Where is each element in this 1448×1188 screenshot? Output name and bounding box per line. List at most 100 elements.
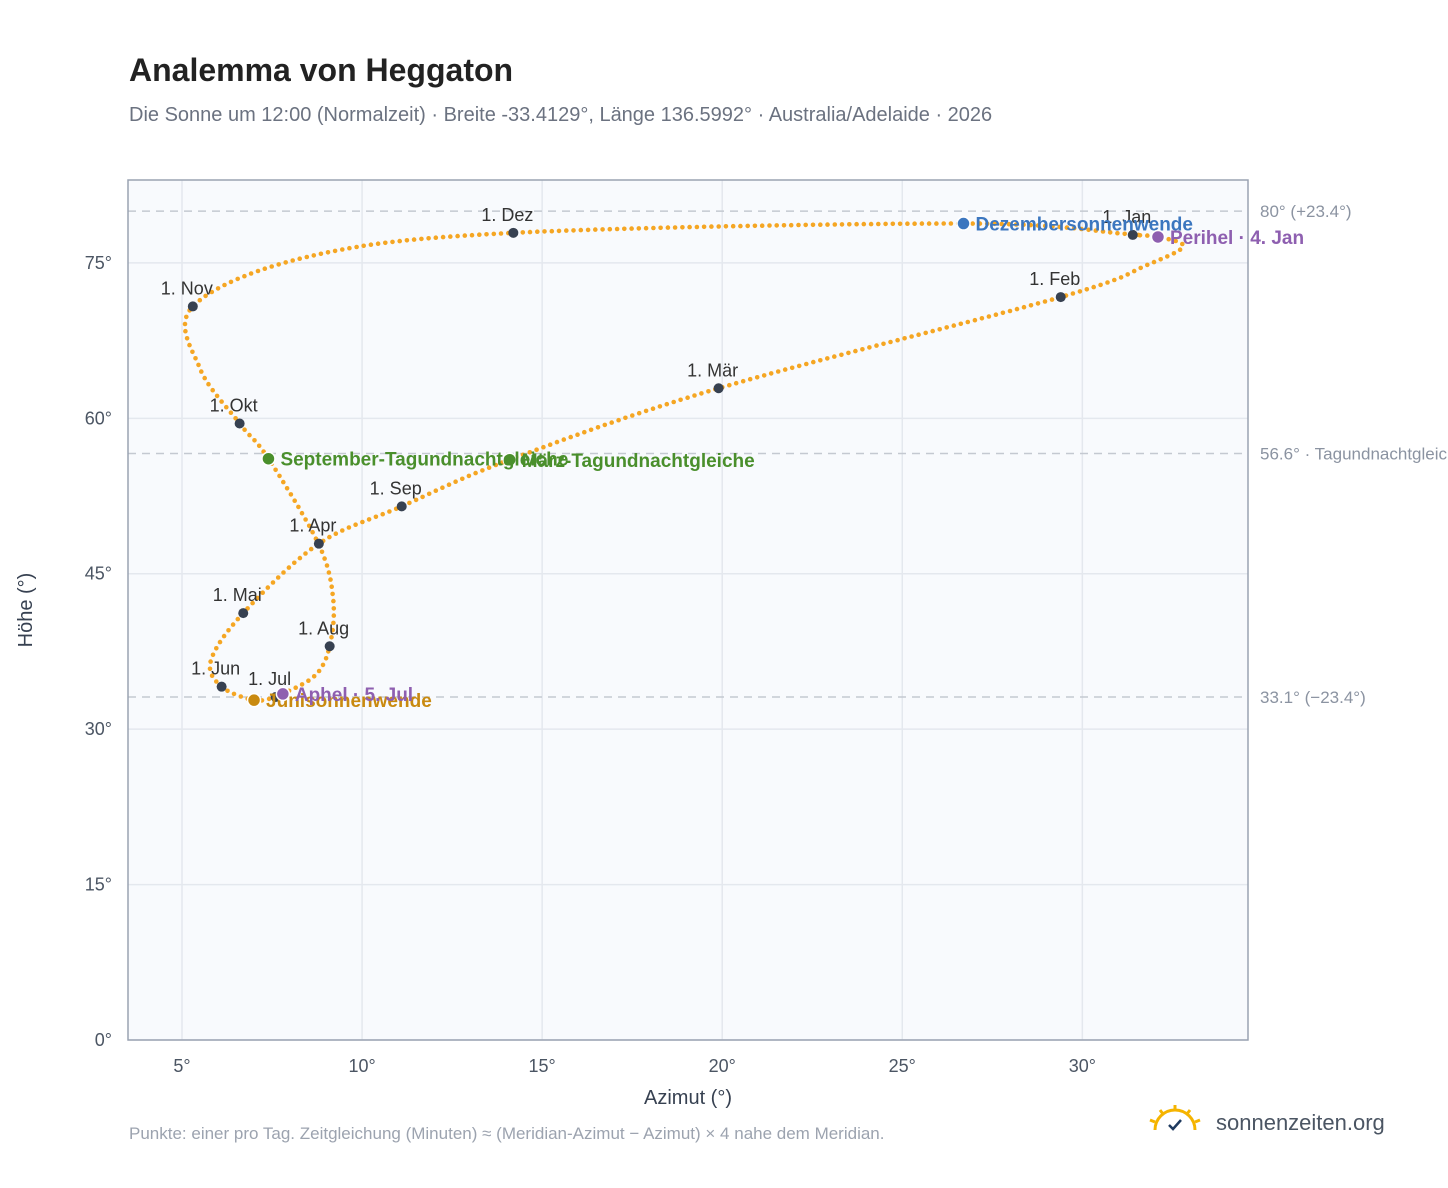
daily-sun-position-dot <box>316 668 322 674</box>
daily-sun-position-dot <box>318 251 324 257</box>
daily-sun-position-dot <box>433 488 439 494</box>
daily-sun-position-dot <box>1171 251 1177 256</box>
daily-sun-position-dot <box>353 522 358 527</box>
daily-sun-position-dot <box>387 509 392 514</box>
daily-sun-position-dot <box>905 221 910 226</box>
daily-sun-position-dot <box>331 598 336 604</box>
month-marker-label: 1. Mai <box>213 585 262 605</box>
daily-sun-position-dot <box>273 467 278 473</box>
daily-sun-position-dot <box>346 525 352 530</box>
daily-sun-position-dot <box>733 380 739 386</box>
daily-sun-position-dot <box>948 221 954 226</box>
daily-sun-position-dot <box>999 221 1004 227</box>
daily-sun-position-dot <box>230 622 236 627</box>
daily-sun-position-dot <box>354 244 359 250</box>
daily-sun-position-dot <box>326 570 332 575</box>
daily-sun-position-dot <box>1173 238 1178 244</box>
month-marker-label: 1. Feb <box>1029 269 1080 289</box>
daily-sun-position-dot <box>308 546 314 552</box>
daily-sun-position-dot <box>727 382 732 388</box>
daily-sun-position-dot <box>595 425 601 430</box>
daily-sun-position-dot <box>680 225 685 230</box>
daily-sun-position-dot <box>923 330 928 336</box>
daily-sun-position-dot <box>895 337 900 343</box>
daily-sun-position-dot <box>643 225 649 231</box>
daily-sun-position-dot <box>292 560 297 566</box>
daily-sun-position-dot <box>331 606 337 611</box>
daily-sun-position-dot <box>671 399 676 405</box>
daily-sun-position-dot <box>602 422 608 428</box>
daily-sun-position-dot <box>542 229 547 234</box>
daily-sun-position-dot <box>876 221 881 227</box>
daily-sun-position-dot <box>549 228 555 234</box>
axes: 5° 10° 15° 20° 25° 30° 0° 15° 30° 45° 60° 75° <box>85 253 1096 1076</box>
daily-sun-position-dot <box>329 635 334 640</box>
daily-sun-position-dot <box>782 367 788 372</box>
daily-sun-position-dot <box>1138 265 1143 271</box>
daily-sun-position-dot <box>1177 247 1183 252</box>
daily-sun-position-dot <box>678 397 683 403</box>
daily-sun-position-dot <box>803 222 808 228</box>
daily-sun-position-dot <box>890 221 896 227</box>
month-marker-label: 1. Jan <box>1102 207 1151 227</box>
daily-sun-position-dot <box>292 498 298 504</box>
daily-sun-position-dot <box>1107 230 1113 235</box>
daily-sun-position-dot <box>248 271 254 276</box>
daily-sun-position-dot <box>203 293 208 299</box>
daily-sun-position-dot <box>235 276 240 282</box>
daily-sun-position-dot <box>311 674 317 679</box>
daily-sun-position-dot <box>699 391 704 396</box>
daily-sun-position-dot <box>993 312 999 318</box>
month-marker-label: 1. Okt <box>210 395 258 415</box>
daily-sun-position-dot <box>861 221 867 227</box>
daily-sun-position-dot <box>1057 224 1062 230</box>
daily-sun-position-dot <box>320 662 326 668</box>
daily-sun-position-dot <box>832 222 838 227</box>
daily-sun-position-dot <box>480 468 485 473</box>
daily-sun-position-dot <box>196 362 201 368</box>
daily-sun-position-dot <box>1035 301 1041 306</box>
daily-sun-position-dot <box>306 678 311 683</box>
daily-sun-position-dot <box>1145 233 1150 238</box>
daily-sun-position-dot <box>190 349 195 355</box>
daily-sun-position-dot <box>575 432 580 438</box>
month-marker <box>187 301 198 312</box>
chart-title: Analemma von Heggaton <box>129 52 514 88</box>
brand[interactable]: sonnenzeiten.org <box>1148 1104 1385 1141</box>
event-label: März-Tagundnachtgleiche <box>522 451 755 472</box>
daily-sun-position-dot <box>340 247 345 252</box>
daily-sun-position-dot <box>206 381 211 387</box>
daily-sun-position-dot <box>629 226 634 231</box>
daily-sun-position-dot <box>226 628 231 633</box>
daily-sun-position-dot <box>759 223 765 228</box>
daily-sun-position-dot <box>1084 287 1090 292</box>
daily-sun-position-dot <box>588 427 594 433</box>
daily-sun-position-dot <box>520 452 526 458</box>
daily-sun-position-dot <box>242 427 247 433</box>
y-tick-label: 45° <box>85 564 112 584</box>
daily-sun-position-dot <box>217 639 223 645</box>
daily-sun-position-dot <box>297 256 303 262</box>
daily-sun-position-dot <box>368 242 374 247</box>
daily-sun-position-dot <box>832 354 837 359</box>
daily-sun-position-dot <box>224 404 229 410</box>
daily-sun-position-dot <box>448 234 453 239</box>
daily-sun-position-dot <box>556 228 562 234</box>
daily-sun-position-dot <box>609 420 614 425</box>
daily-sun-position-dot <box>303 517 308 522</box>
daily-sun-position-dot <box>255 595 260 601</box>
daily-sun-position-dot <box>182 321 188 327</box>
daily-sun-position-dot <box>420 494 425 500</box>
daily-sun-position-dot <box>184 314 189 320</box>
brand-text: sonnenzeiten.org <box>1216 1109 1385 1135</box>
daily-sun-position-dot <box>657 404 663 409</box>
daily-sun-position-dot <box>1070 291 1076 296</box>
daily-sun-position-dot <box>937 327 942 332</box>
reference-line-label: 33.1° (−23.4°) <box>1260 688 1366 707</box>
x-axis-label: Azimut (°) <box>644 1087 732 1109</box>
daily-sun-position-dot <box>694 224 700 230</box>
daily-sun-position-dot <box>215 286 221 291</box>
daily-sun-position-dot <box>600 227 605 232</box>
daily-sun-position-dot <box>426 236 431 241</box>
daily-sun-position-dot <box>1115 230 1120 236</box>
